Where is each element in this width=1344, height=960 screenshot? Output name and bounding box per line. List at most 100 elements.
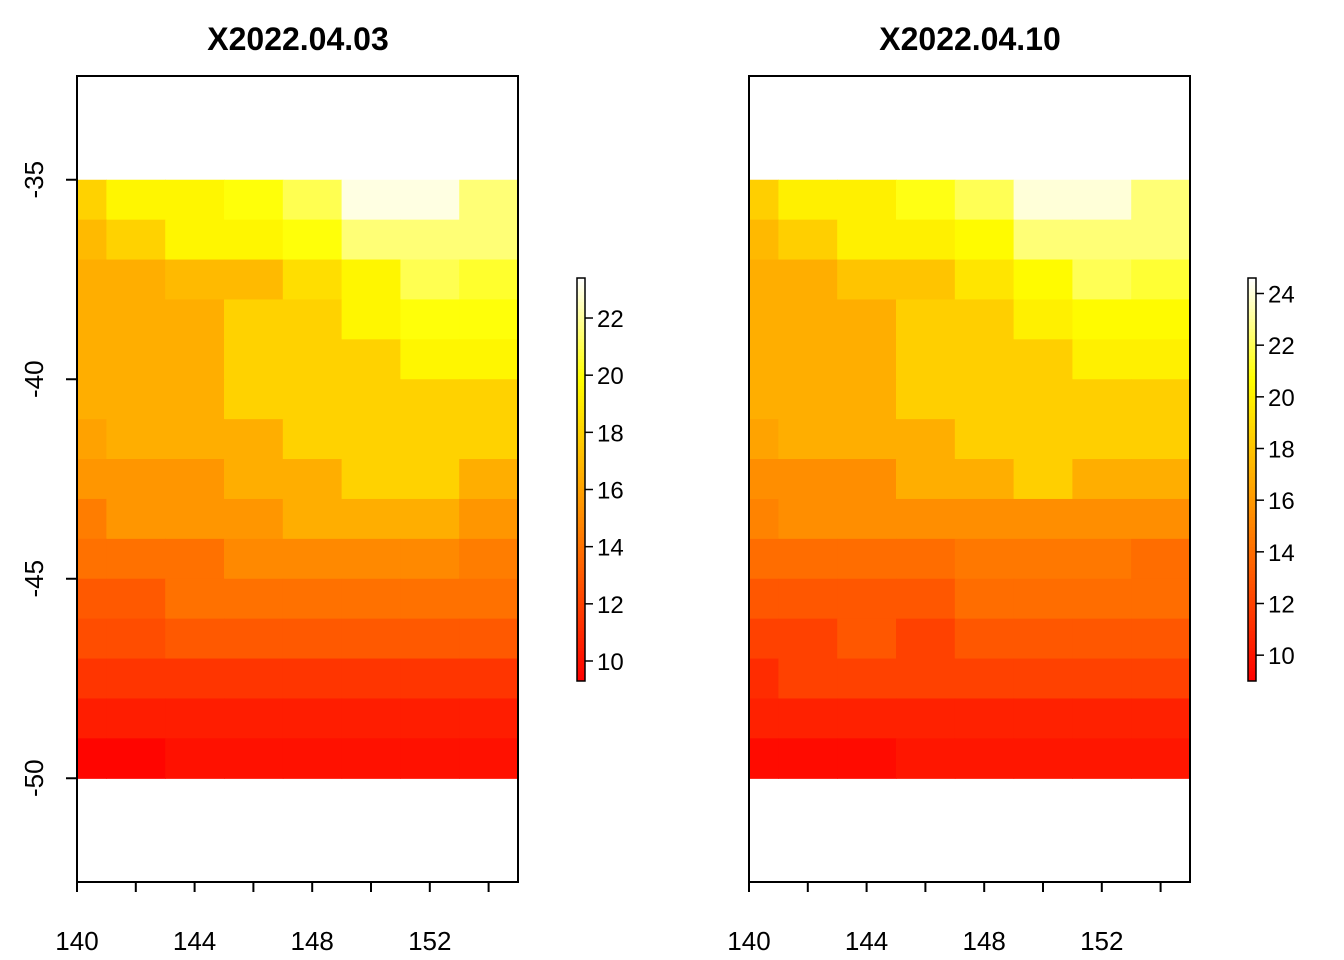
colorbar-segment: [1248, 341, 1256, 346]
colorbar-segment: [577, 452, 585, 457]
colorbar-segment: [577, 519, 585, 524]
colorbar-segment: [577, 388, 585, 393]
heatmap-cell: [778, 339, 838, 380]
heatmap-cell: [165, 339, 225, 380]
heatmap-cell: [224, 299, 284, 340]
heatmap-cell: [896, 658, 956, 700]
colorbar-segment: [1248, 509, 1256, 514]
heatmap-cell: [224, 538, 284, 580]
colorbar-segment: [577, 378, 585, 383]
heatmap-cell: [106, 698, 166, 739]
colorbar-segment: [1248, 439, 1256, 444]
heatmap-cell: [282, 498, 343, 540]
heatmap-cell: [282, 179, 343, 221]
colorbar-segment: [1248, 415, 1256, 420]
heatmap-cell: [778, 578, 838, 620]
colorbar-segment: [1248, 375, 1256, 380]
heatmap-cell: [165, 658, 225, 700]
heatmap-cell: [282, 618, 343, 660]
heatmap-cell: [1131, 299, 1191, 340]
colorbar-segment: [577, 466, 585, 470]
colorbar-segment: [1248, 563, 1256, 568]
heatmap-cell: [1131, 259, 1191, 301]
colorbar-segment: [577, 325, 585, 329]
colorbar-segment: [1248, 294, 1256, 299]
heatmap-cell: [165, 179, 225, 221]
chart-title: X2022.04.10: [879, 21, 1061, 57]
heatmap-cell: [837, 299, 897, 340]
colorbar-segment: [1248, 674, 1256, 679]
heatmap-cell: [77, 459, 107, 500]
colorbar-segment: [577, 361, 585, 366]
colorbar-segment: [1248, 660, 1256, 665]
colorbar-segment: [1248, 640, 1256, 645]
colorbar-segment: [1248, 503, 1256, 507]
colorbar-segment: [577, 472, 585, 477]
heatmap-cell: [1072, 339, 1132, 380]
colorbar-segment: [1248, 449, 1256, 454]
heatmap-cell: [341, 419, 401, 460]
heatmap-cell: [224, 658, 284, 700]
colorbar-segment: [577, 314, 585, 319]
x-tick-label: 148: [291, 926, 334, 956]
heatmap-cell: [954, 179, 1015, 221]
heatmap-cell: [954, 738, 1015, 779]
heatmap-cell: [282, 658, 343, 700]
heatmap-cell: [778, 259, 838, 301]
colorbar-segment: [577, 365, 585, 370]
heatmap-cell: [165, 219, 225, 261]
colorbar-segment: [577, 435, 585, 440]
colorbar-segment: [1248, 452, 1256, 457]
colorbar: 10 12 14 16 18 20 22: [576, 277, 624, 682]
colorbar-segment: [577, 627, 585, 632]
heatmap-cell: [1013, 219, 1073, 261]
heatmap-cell: [282, 738, 343, 779]
heatmap-cell: [837, 738, 897, 779]
colorbar-segment: [1248, 372, 1256, 376]
colorbar-segment: [1248, 617, 1256, 622]
heatmap-cell: [1131, 658, 1191, 700]
heatmap-cell: [341, 339, 401, 380]
colorbar-segment: [577, 321, 585, 326]
heatmap-cell: [165, 299, 225, 340]
colorbar: 10 12 14 16 18 20 22 24: [1247, 277, 1295, 682]
heatmap-cell: [106, 419, 166, 460]
colorbar-segment: [1248, 361, 1256, 366]
colorbar-segment: [1248, 455, 1256, 460]
colorbar-segment: [577, 503, 585, 507]
colorbar-segment: [1248, 425, 1256, 430]
heatmap-cell: [106, 299, 166, 340]
colorbar-segment: [1248, 630, 1256, 635]
colorbar-segment: [577, 610, 585, 615]
colorbar-segment: [577, 432, 585, 437]
colorbar-segment: [577, 664, 585, 669]
heatmap-cell: [106, 379, 166, 420]
colorbar-segment: [1248, 590, 1256, 595]
colorbar-segment: [1248, 442, 1256, 447]
colorbar-segment: [577, 372, 585, 376]
colorbar-segment: [577, 459, 585, 464]
heatmap-cell: [400, 339, 460, 380]
x-tick-label: 152: [1080, 926, 1123, 956]
colorbar-segment: [577, 640, 585, 645]
colorbar-segment: [1248, 539, 1256, 544]
heatmap-cell: [954, 219, 1015, 261]
heatmap-cell: [77, 498, 107, 540]
heatmap-cell: [778, 618, 838, 660]
x-tick-label: 152: [408, 926, 451, 956]
colorbar-segment: [1248, 476, 1256, 480]
heatmap-cell: [77, 219, 107, 261]
heatmap-cell: [778, 658, 838, 700]
colorbar-segment: [1248, 314, 1256, 319]
heatmap-cell: [400, 259, 460, 301]
colorbar-segment: [577, 660, 585, 665]
heatmap-cell: [77, 578, 107, 620]
heatmap-cell: [1013, 299, 1073, 340]
heatmap-cell: [1013, 658, 1073, 700]
heatmap-cell: [77, 618, 107, 660]
colorbar-tick-label: 14: [597, 535, 624, 562]
heatmap-cell: [749, 419, 779, 460]
colorbar-segment: [1248, 657, 1256, 662]
colorbar-segment: [1248, 412, 1256, 417]
colorbar-segment: [1248, 405, 1256, 410]
